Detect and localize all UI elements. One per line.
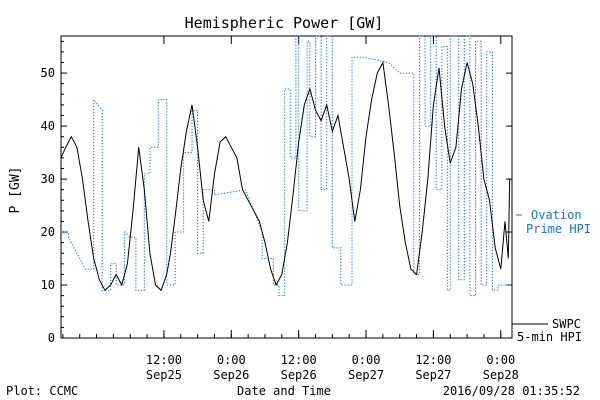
chart-title: Hemispheric Power [GW]	[185, 14, 384, 32]
footer-plot-credit: Plot: CCMC	[6, 384, 78, 398]
series-layer	[60, 35, 512, 297]
x-tick-label-date: Sep26	[281, 368, 317, 382]
plot-frame	[60, 35, 513, 339]
x-tick-label-time: 0:00	[217, 353, 246, 367]
y-tick-label: 40	[41, 119, 55, 133]
x-tick-label-date: Sep26	[213, 368, 249, 382]
x-axis: 12:00Sep250:00Sep2612:00Sep260:00Sep2712…	[62, 36, 519, 382]
footer-timestamp: 2016/09/28 01:35:52	[443, 384, 580, 398]
legend-ovation-label: Ovation	[531, 208, 582, 222]
x-tick-label-date: Sep25	[146, 368, 182, 382]
y-tick-label: 10	[41, 278, 55, 292]
x-tick-label-time: 12:00	[146, 353, 182, 367]
legend-ovation-label: Prime HPI	[526, 222, 591, 236]
y-tick-label: 20	[41, 225, 55, 239]
x-axis-label: Date and Time	[237, 384, 331, 398]
x-tick-label-time: 0:00	[352, 353, 381, 367]
y-tick-label: 30	[41, 172, 55, 186]
x-tick-label-date: Sep27	[415, 368, 451, 382]
y-axis: 0 10 20 30 40 50	[41, 40, 512, 345]
y-axis-label: P [GW]	[8, 167, 23, 214]
x-tick-label-time: 12:00	[281, 353, 317, 367]
swpc-hpi-series-line	[60, 60, 511, 292]
y-tick-label: 50	[41, 66, 55, 80]
y-tick-label: 0	[48, 331, 55, 345]
ovation-prime-series-line	[61, 35, 512, 297]
x-tick-label-date: Sep27	[348, 368, 384, 382]
x-tick-label-date: Sep28	[483, 368, 519, 382]
x-tick-label-time: 0:00	[486, 353, 515, 367]
legend-swpc-label: SWPC	[552, 317, 581, 331]
legend-swpc-label: 5-min HPI	[517, 330, 582, 344]
x-tick-label-time: 12:00	[415, 353, 451, 367]
